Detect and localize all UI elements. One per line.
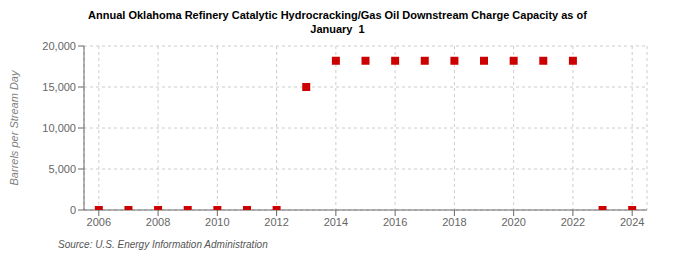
- html-text:Annual Oklahoma Refinery Catal: Annual Oklahoma Refinery Catalytic Hydro…: [88, 9, 587, 35]
- svg-text:5,000: 5,000: [48, 163, 76, 175]
- svg-text:2010: 2010: [205, 216, 229, 228]
- svg-text:10,000: 10,000: [42, 122, 76, 134]
- svg-text:2018: 2018: [442, 216, 466, 228]
- svg-text:20,000: 20,000: [42, 40, 76, 52]
- svg-text:0: 0: [70, 204, 76, 216]
- svg-text:2014: 2014: [324, 216, 348, 228]
- svg-text:2020: 2020: [501, 216, 525, 228]
- svg-text:15,000: 15,000: [42, 81, 76, 93]
- svg-text:2006: 2006: [87, 216, 111, 228]
- svg-text:2024: 2024: [620, 216, 644, 228]
- svg-text:2022: 2022: [561, 216, 585, 228]
- svg-text:2012: 2012: [264, 216, 288, 228]
- html-text:Source: U.S. Energy Informatio: Source: U.S. Energy Information Administ…: [58, 239, 268, 250]
- svg-text:Barrels per Stream Day: Barrels per Stream Day: [8, 69, 20, 185]
- svg-text:2016: 2016: [383, 216, 407, 228]
- svg-text:2008: 2008: [146, 216, 170, 228]
